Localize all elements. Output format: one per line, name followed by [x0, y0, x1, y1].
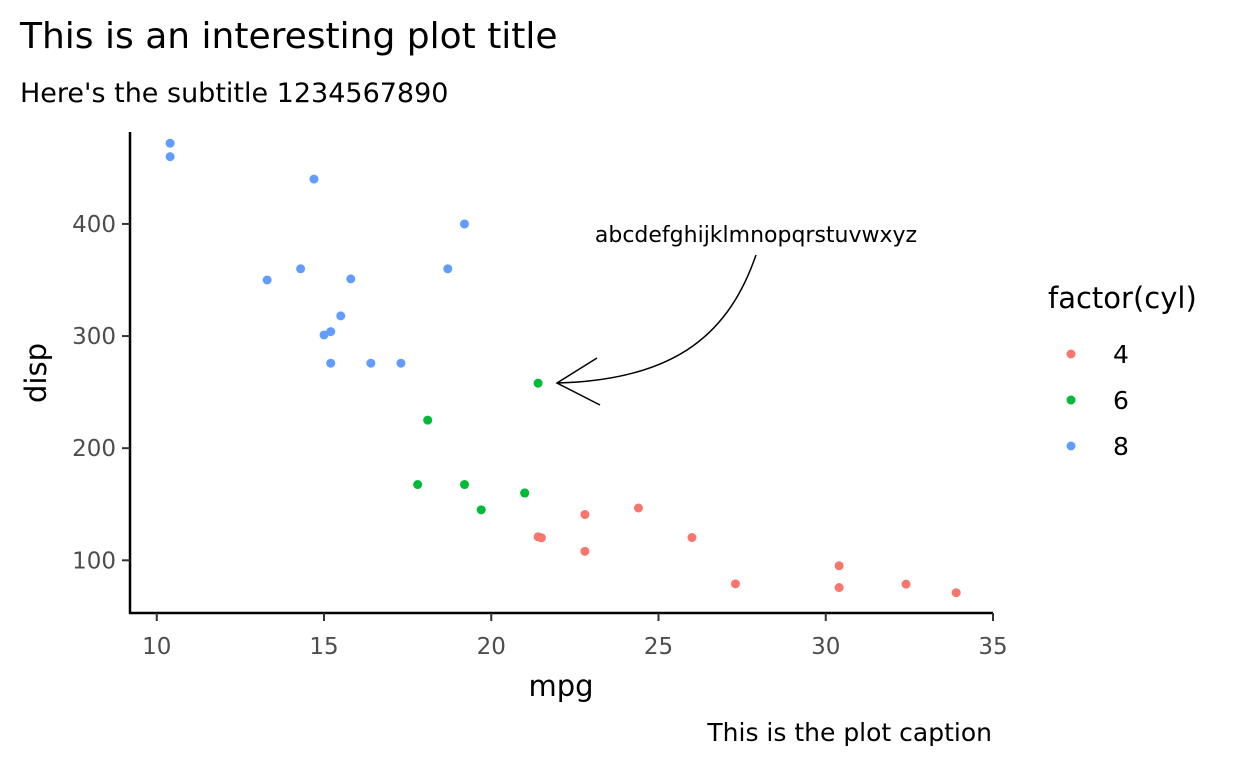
plot-subtitle: Here's the subtitle 1234567890	[20, 78, 449, 109]
annotation: abcdefghijklmnopqrstuvwxyz	[555, 223, 917, 406]
y-tick-label: 300	[72, 324, 116, 350]
data-point	[633, 503, 643, 513]
data-point	[326, 327, 336, 337]
series-4	[533, 503, 961, 598]
data-point	[366, 358, 376, 368]
legend-key-4	[1066, 349, 1076, 359]
data-point	[336, 311, 346, 321]
data-point	[459, 219, 469, 229]
data-point	[319, 330, 329, 340]
x-axis-title: mpg	[528, 669, 593, 703]
data-point	[687, 533, 697, 543]
x-tick-label: 10	[142, 634, 171, 660]
legend-label-6: 6	[1113, 386, 1129, 415]
data-point	[423, 415, 433, 425]
data-point	[326, 358, 336, 368]
data-point	[165, 152, 175, 162]
legend-key-8	[1066, 441, 1076, 451]
plot-title: This is an interesting plot title	[20, 16, 558, 57]
data-point	[580, 510, 590, 520]
data-point	[533, 378, 543, 388]
x-tick-label: 30	[811, 634, 840, 660]
data-point	[296, 264, 306, 274]
series-6	[413, 378, 543, 515]
annotation-text: abcdefghijklmnopqrstuvwxyz	[595, 223, 917, 248]
data-point	[165, 138, 175, 148]
annotation-arrowhead	[555, 357, 601, 406]
data-point	[346, 274, 356, 284]
y-tick-label: 100	[72, 548, 116, 574]
legend-title: factor(cyl)	[1048, 281, 1197, 315]
data-point	[459, 480, 469, 490]
data-point	[834, 583, 844, 593]
data-point	[413, 480, 423, 490]
data-point	[580, 546, 590, 556]
legend-label-4: 4	[1113, 340, 1129, 369]
y-tick-label: 200	[72, 436, 116, 462]
legend: factor(cyl) 4 6 8	[1048, 281, 1197, 461]
data-point	[262, 275, 272, 285]
data-point	[834, 561, 844, 571]
data-point	[901, 579, 911, 589]
data-point	[951, 588, 961, 598]
data-point	[533, 532, 543, 542]
data-point	[730, 579, 740, 589]
data-point	[396, 358, 406, 368]
plot-caption: This is the plot caption	[707, 718, 992, 747]
data-point	[309, 174, 319, 184]
legend-items: 4 6 8	[1066, 340, 1129, 461]
series-8	[165, 138, 469, 368]
x-tick-label: 20	[477, 634, 506, 660]
legend-label-8: 8	[1113, 432, 1129, 461]
annotation-arrow	[556, 254, 757, 384]
ticks-layer: 10 15 20 25 30 35 100 200 300 400	[72, 212, 1008, 660]
x-tick-label: 35	[978, 634, 1007, 660]
x-tick-label: 25	[644, 634, 673, 660]
legend-key-6	[1066, 395, 1076, 405]
data-point	[476, 505, 486, 515]
y-axis-title: disp	[19, 343, 53, 403]
x-tick-label: 15	[309, 634, 338, 660]
data-point	[520, 488, 530, 498]
data-point	[443, 264, 453, 274]
points-layer	[165, 138, 961, 598]
y-tick-label: 400	[72, 212, 116, 238]
